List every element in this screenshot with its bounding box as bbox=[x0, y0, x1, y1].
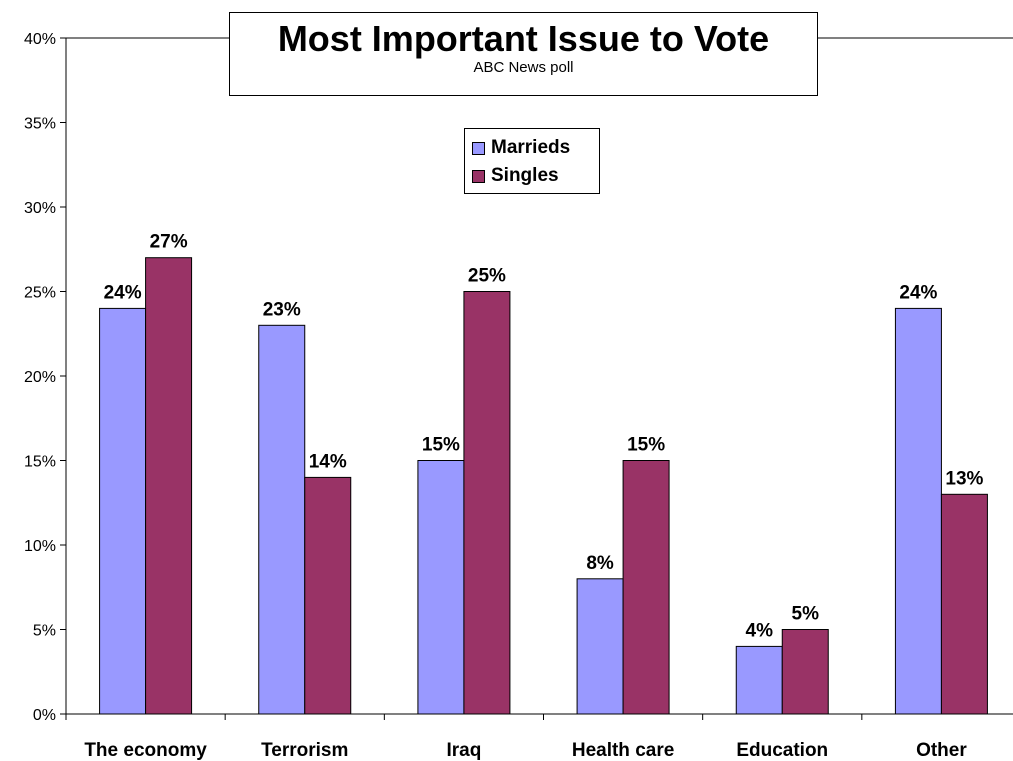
data-label: 24% bbox=[899, 282, 937, 303]
legend: Marrieds Singles bbox=[464, 128, 600, 194]
data-label: 14% bbox=[309, 451, 347, 472]
x-tick-label: Health care bbox=[572, 740, 674, 761]
bar-singles bbox=[622, 460, 670, 715]
bar-marrieds bbox=[417, 460, 465, 715]
x-tick-label: Iraq bbox=[446, 740, 481, 761]
chart-title: Most Important Issue to Vote bbox=[277, 18, 770, 59]
legend-swatch-singles bbox=[472, 169, 485, 183]
legend-label-marrieds: Marrieds bbox=[491, 137, 571, 158]
data-label: 23% bbox=[263, 299, 301, 320]
bar-marrieds bbox=[894, 307, 942, 715]
bar-singles bbox=[145, 257, 193, 715]
y-tick-label: 20% bbox=[24, 369, 56, 386]
data-label: 15% bbox=[422, 435, 460, 456]
bar-singles bbox=[304, 476, 352, 715]
legend-swatch-marrieds bbox=[472, 141, 485, 155]
x-axis: The economy Terrorism Iraq Health care Educa… bbox=[65, 713, 1013, 761]
x-tick-label: Education bbox=[736, 740, 828, 761]
y-tick-label: 40% bbox=[24, 31, 56, 48]
y-tick-label: 25% bbox=[24, 285, 56, 302]
data-label: 27% bbox=[150, 232, 188, 253]
bar-singles bbox=[463, 291, 511, 715]
x-tick-label: Other bbox=[916, 740, 967, 761]
data-labels: 24% 27% 23% 14% 15% 25% 8% 15% 4% 5% 24% 13% bbox=[104, 232, 984, 642]
data-label: 15% bbox=[627, 435, 665, 456]
legend-label-singles: Singles bbox=[491, 165, 559, 186]
data-label: 5% bbox=[792, 604, 820, 625]
y-tick-label: 30% bbox=[24, 200, 56, 217]
y-tick-label: 0% bbox=[33, 707, 56, 724]
data-label: 8% bbox=[586, 553, 614, 574]
legend-item-singles: Singles bbox=[472, 162, 599, 190]
y-axis: 0% 5% 10% 15% 20% 25% 30% 35% 40% bbox=[24, 31, 1013, 724]
bar-marrieds bbox=[576, 578, 624, 715]
data-label: 13% bbox=[945, 468, 983, 489]
bars bbox=[99, 257, 988, 715]
x-tick-label: The economy bbox=[84, 740, 207, 761]
chart-subtitle: ABC News poll bbox=[473, 59, 574, 76]
data-label: 4% bbox=[746, 620, 774, 641]
y-tick-label: 10% bbox=[24, 538, 56, 555]
legend-item-marrieds: Marrieds bbox=[472, 134, 599, 162]
bar-singles bbox=[940, 493, 988, 715]
data-label: 25% bbox=[468, 266, 506, 287]
bar-singles bbox=[781, 629, 829, 715]
data-label: 24% bbox=[104, 282, 142, 303]
bar-marrieds bbox=[99, 307, 147, 715]
y-tick-label: 35% bbox=[24, 116, 56, 133]
x-tick-label: Terrorism bbox=[261, 740, 348, 761]
bar-marrieds bbox=[258, 324, 306, 715]
title-box: Most Important Issue to Vote ABC News po… bbox=[229, 12, 818, 96]
y-tick-label: 5% bbox=[33, 623, 56, 640]
bar-marrieds bbox=[735, 645, 783, 715]
y-tick-label: 15% bbox=[24, 454, 56, 471]
